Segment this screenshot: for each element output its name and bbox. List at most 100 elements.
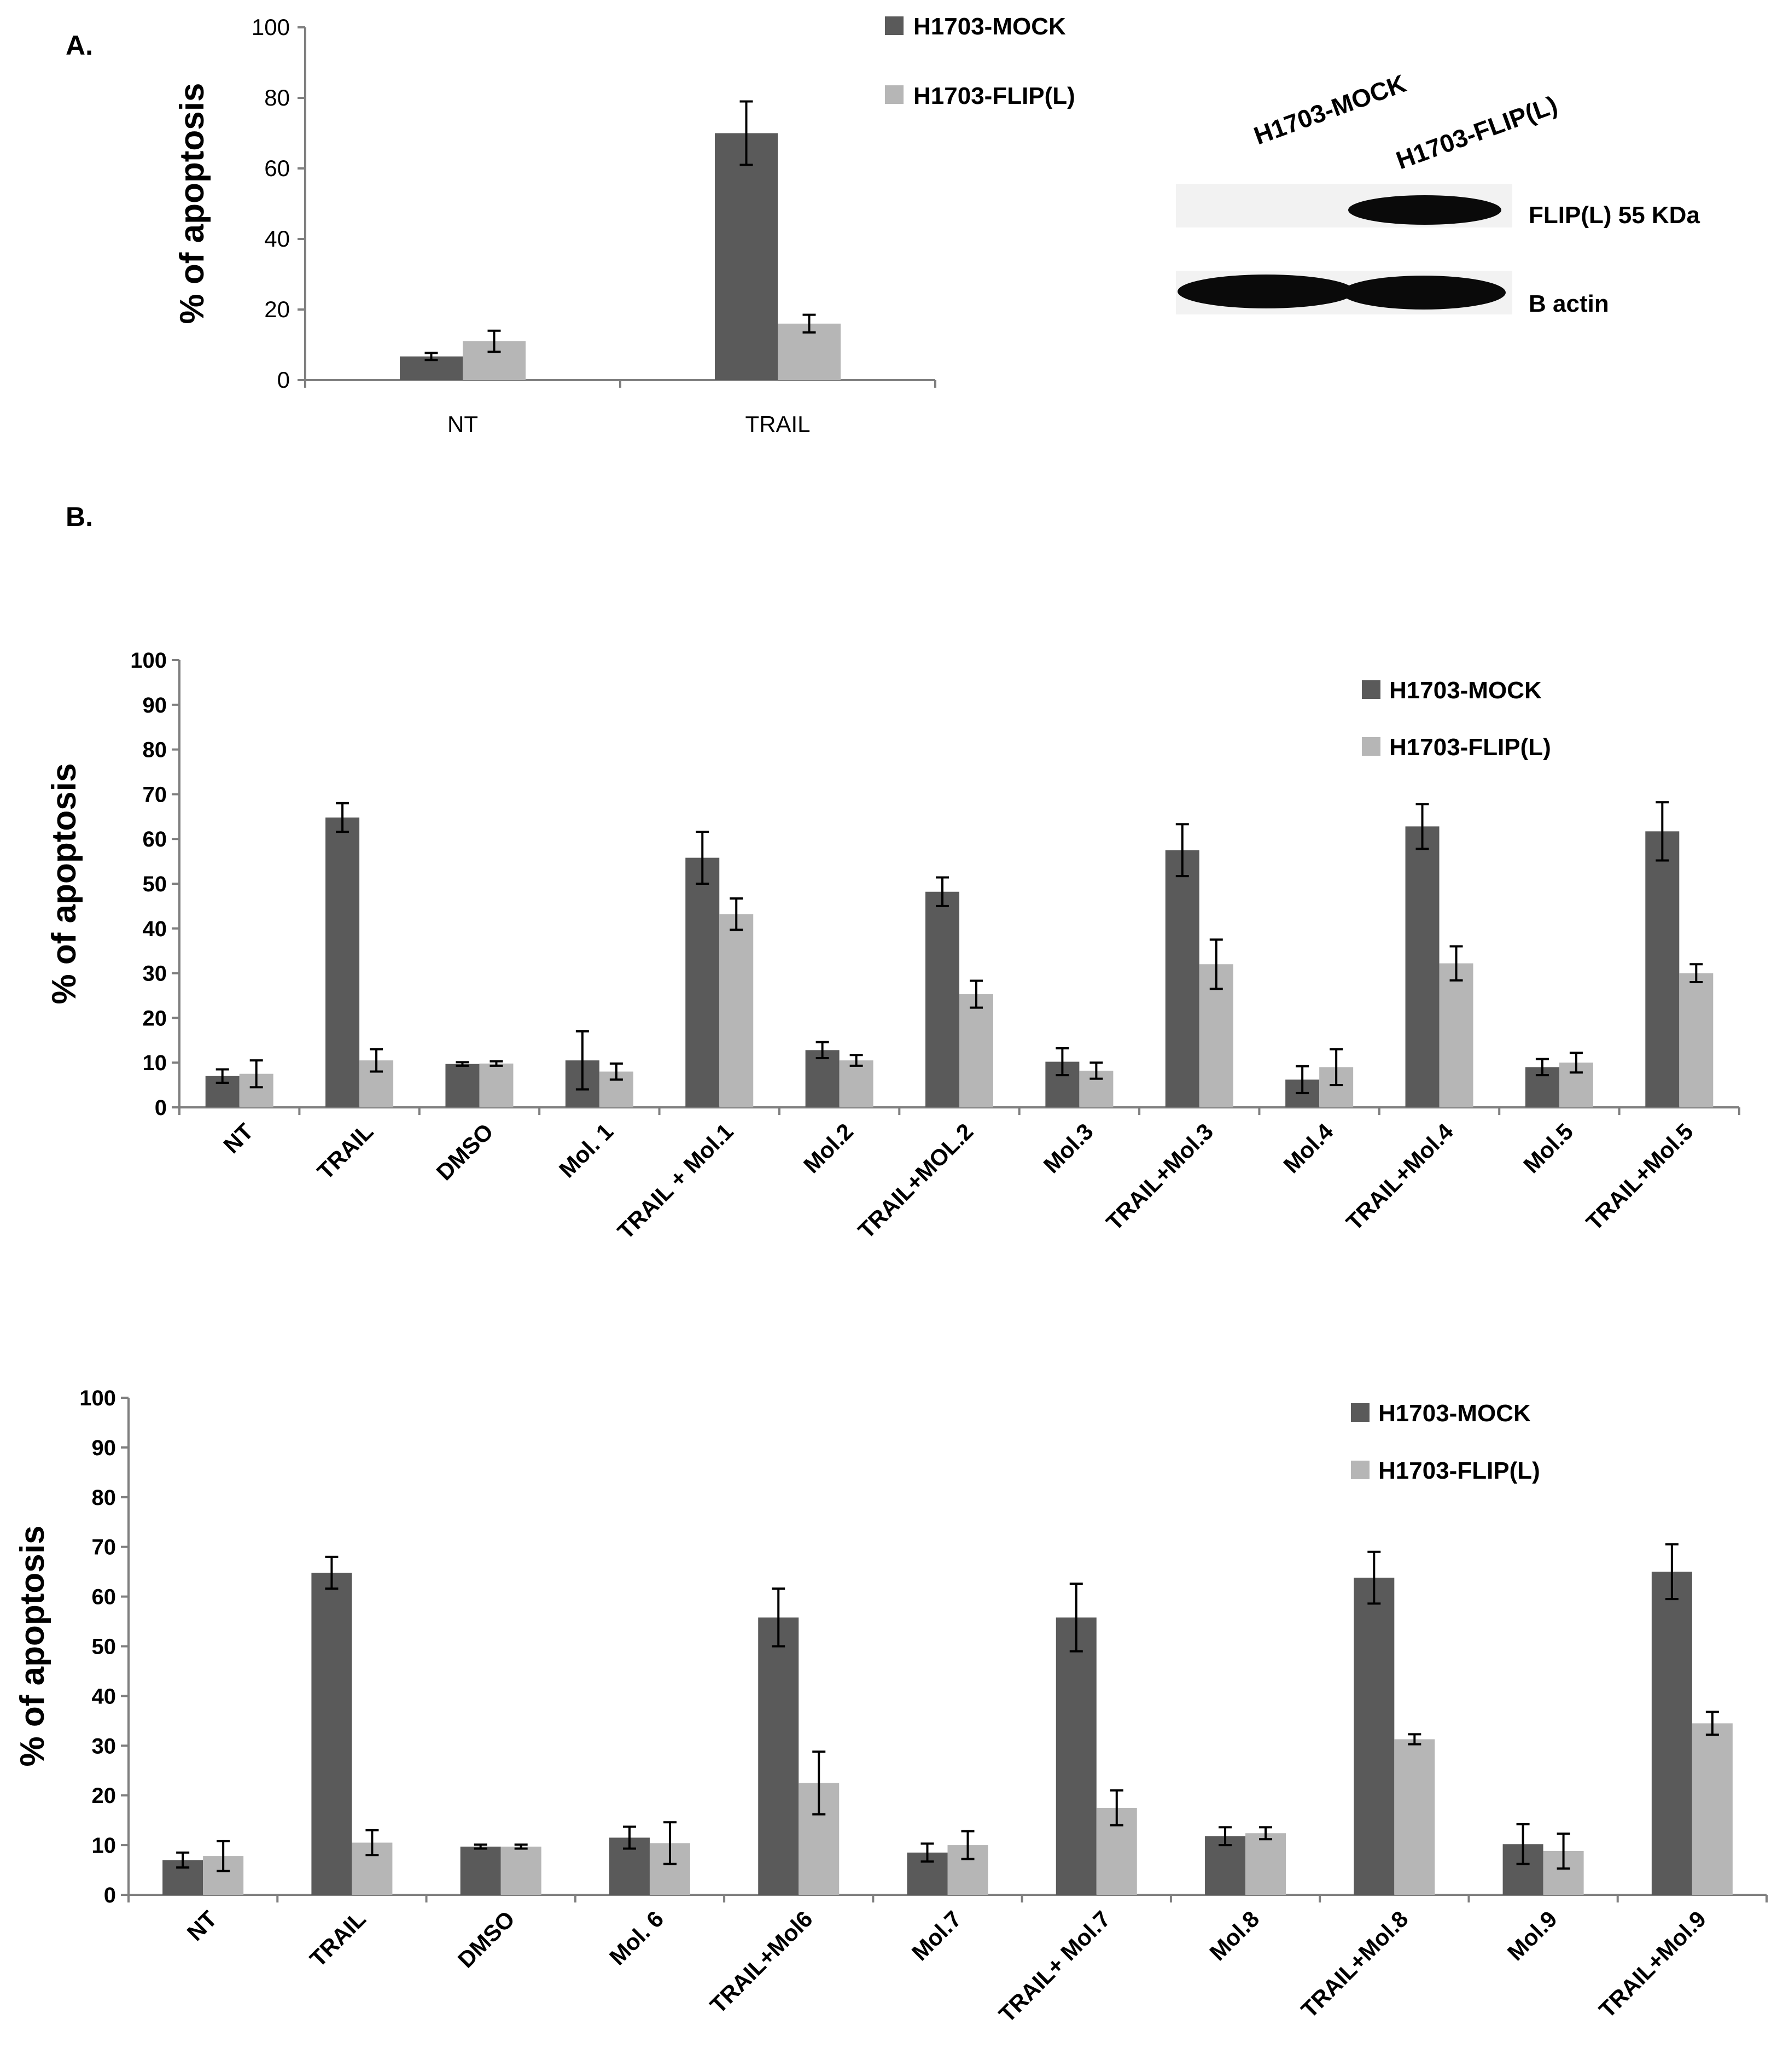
chart-c-bar-mock: [1651, 1572, 1692, 1895]
chart-c-bar-flip: [500, 1846, 541, 1895]
chart-a: 0 20 40 60 80 100 % of apoptosis NT TRAIL: [173, 14, 936, 437]
legend-b-mock-label: H1703-MOCK: [1389, 677, 1542, 704]
chart-b-category-label: Mol.5: [1518, 1118, 1578, 1178]
chart-b-bar-flip: [959, 994, 993, 1107]
blot-lane-label-flip: H1703-FLIP(L): [1392, 90, 1561, 175]
chart-b-y-tick-label: 10: [143, 1051, 167, 1075]
chart-c-category-label: Mol. 6: [604, 1906, 668, 1970]
chart-b-bar-mock: [1645, 831, 1680, 1107]
chart-c-category-label: NT: [182, 1906, 222, 1946]
panel-label-a: A.: [66, 30, 93, 61]
chart-a-y-tick-label: 60: [264, 155, 290, 181]
chart-a-y-axis-title: % of apoptosis: [173, 83, 211, 324]
chart-b-bar-flip: [1439, 963, 1473, 1107]
chart-a-category-label: NT: [447, 411, 478, 437]
chart-b-category-label: DMSO: [431, 1118, 498, 1185]
chart-c-y-tick-label: 0: [104, 1883, 116, 1907]
legend-b-flip-swatch: [1362, 737, 1380, 756]
chart-c-y-tick-label: 30: [92, 1734, 116, 1758]
chart-c-bar-mock: [311, 1572, 352, 1895]
legend-c: H1703-MOCK H1703-FLIP(L): [1351, 1400, 1540, 1484]
chart-c-bar-mock: [1354, 1578, 1395, 1895]
chart-a-y-tick-label: 100: [252, 14, 290, 40]
legend-a-mock-swatch: [885, 16, 904, 35]
chart-b-y-tick-label: 80: [143, 738, 167, 762]
chart-b-category-label: TRAIL+Mol.4: [1341, 1118, 1458, 1235]
chart-b-y-axis-title: % of apoptosis: [45, 763, 83, 1005]
panel-label-b: B.: [66, 501, 93, 532]
chart-b-category-label: TRAIL + Mol.1: [613, 1118, 738, 1244]
chart-c-category-label: TRAIL: [305, 1906, 371, 1972]
chart-b-category-label: Mol.4: [1278, 1118, 1338, 1178]
chart-b-y-tick-label: 90: [143, 693, 167, 717]
chart-c-y-tick-label: 40: [92, 1684, 116, 1708]
chart-c-y-tick-label: 70: [92, 1536, 116, 1560]
chart-b-bar-mock: [685, 857, 720, 1107]
chart-b-bar-mock: [325, 817, 360, 1107]
chart-c-y-axis-title: % of apoptosis: [14, 1526, 51, 1767]
chart-b-bar-mock: [925, 891, 959, 1107]
chart-b-bar-flip: [719, 914, 754, 1107]
chart-c-category-label: Mol.9: [1502, 1906, 1562, 1965]
chart-b-bar-flip: [479, 1063, 514, 1107]
chart-c-bar-mock: [460, 1846, 501, 1895]
chart-a-y-tick-label: 20: [264, 296, 290, 322]
chart-c-category-label: DMSO: [453, 1906, 520, 1972]
chart-a-y-tick-label: 80: [264, 85, 290, 110]
legend-a: H1703-MOCK H1703-FLIP(L): [885, 13, 1075, 109]
legend-b-mock-swatch: [1362, 680, 1380, 699]
chart-b-y-tick-label: 60: [143, 827, 167, 851]
blot-band-actin-1: [1178, 275, 1355, 308]
chart-c-category-label: TRAIL+Mol.9: [1594, 1906, 1711, 2023]
chart-c-category-label: Mol.8: [1204, 1906, 1264, 1965]
chart-b-category-label: TRAIL: [312, 1118, 378, 1184]
chart-b-y-tick-label: 30: [143, 962, 167, 986]
chart-a-category-label: TRAIL: [745, 411, 810, 437]
blot-lane-label-mock: H1703-MOCK: [1250, 69, 1410, 150]
chart-a-y-tick-label: 40: [264, 226, 290, 252]
chart-c-y-tick-label: 10: [92, 1834, 116, 1858]
chart-c-y-tick-label: 50: [92, 1635, 116, 1659]
chart-a-y-tick-label: 0: [277, 367, 290, 393]
chart-a-bar-mock: [715, 133, 778, 380]
chart-c-y-tick-label: 20: [92, 1784, 116, 1808]
legend-a-flip-swatch: [885, 85, 904, 104]
chart-b-y-tick-label: 0: [155, 1096, 167, 1120]
chart-b-category-label: TRAIL+Mol.5: [1581, 1118, 1698, 1235]
legend-c-flip-label: H1703-FLIP(L): [1378, 1457, 1540, 1484]
chart-b-category-label: TRAIL+MOL.2: [853, 1118, 978, 1244]
legend-c-mock-swatch: [1351, 1403, 1370, 1422]
chart-c-bar-mock: [758, 1617, 799, 1895]
legend-b: H1703-MOCK H1703-FLIP(L): [1362, 677, 1551, 761]
chart-b-bar-flip: [1679, 973, 1714, 1107]
chart-b-category-label: Mol.3: [1039, 1118, 1098, 1178]
chart-c-category-label: TRAIL+ Mol.7: [994, 1906, 1115, 2027]
legend-a-mock-label: H1703-MOCK: [913, 13, 1066, 40]
chart-b-y-tick-label: 100: [130, 649, 167, 673]
chart-b-y-tick-label: 50: [143, 872, 167, 896]
legend-b-flip-label: H1703-FLIP(L): [1389, 734, 1551, 761]
chart-c-y-tick-label: 80: [92, 1486, 116, 1510]
chart-c-category-label: Mol.7: [907, 1906, 966, 1965]
chart-c-y-tick-label: 90: [92, 1436, 116, 1460]
western-blot: H1703-MOCK H1703-FLIP(L) FLIP(L) 55 KDa …: [1176, 69, 1700, 317]
chart-b-category-label: NT: [218, 1118, 258, 1158]
chart-c-bar-flip: [1692, 1723, 1733, 1895]
chart-b-category-label: Mol. 1: [554, 1118, 618, 1182]
chart-b-category-label: TRAIL+Mol.3: [1101, 1118, 1218, 1235]
chart-c-y-tick-label: 60: [92, 1585, 116, 1609]
chart-c-bar-flip: [1394, 1739, 1435, 1895]
chart-b-bar-mock: [1165, 850, 1199, 1107]
chart-c-y-tick-label: 100: [79, 1386, 116, 1410]
blot-band-actin-2: [1342, 276, 1506, 310]
chart-b-y-tick-label: 20: [143, 1006, 167, 1030]
legend-c-flip-swatch: [1351, 1461, 1370, 1479]
chart-c-category-label: TRAIL+Mol.8: [1296, 1906, 1413, 2023]
blot-band-label-flip: FLIP(L) 55 KDa: [1529, 202, 1700, 229]
legend-a-flip-label: H1703-FLIP(L): [913, 83, 1075, 109]
chart-b-bar-mock: [805, 1050, 840, 1107]
chart-b-y-tick-label: 40: [143, 917, 167, 941]
legend-c-mock-label: H1703-MOCK: [1378, 1400, 1531, 1427]
